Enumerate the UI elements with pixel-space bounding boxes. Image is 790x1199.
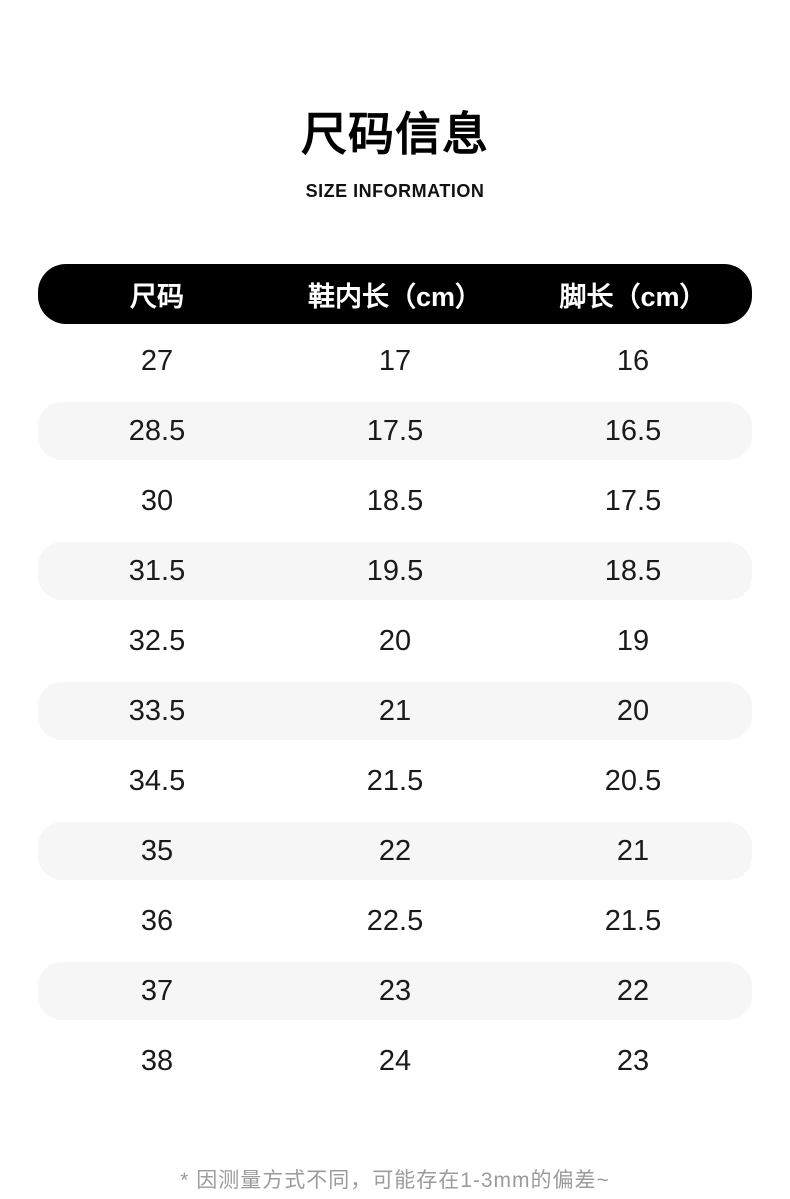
- cell-foot-length: 17.5: [604, 484, 662, 517]
- cell-foot-length: 19: [616, 624, 650, 657]
- table-header-row: 尺码 鞋内长（cm） 脚长（cm）: [38, 264, 752, 325]
- cell-inner-length: 22.5: [366, 904, 424, 937]
- page-title: 尺码信息: [301, 108, 489, 160]
- table-row: 37 23 22: [38, 962, 752, 1021]
- table-row: 36 22.5 21.5: [38, 886, 752, 956]
- cell-foot-length: 16: [616, 344, 650, 377]
- cell-size: 34.5: [128, 764, 186, 797]
- cell-size: 28.5: [128, 414, 186, 447]
- cell-size: 31.5: [128, 554, 186, 587]
- cell-inner-length: 23: [378, 974, 412, 1007]
- cell-inner-length: 21: [378, 694, 412, 727]
- cell-size: 32.5: [128, 624, 186, 657]
- cell-foot-length: 23: [616, 1044, 650, 1077]
- cell-size: 37: [140, 974, 174, 1007]
- table-row: 28.5 17.5 16.5: [38, 402, 752, 461]
- cell-size: 36: [140, 904, 174, 937]
- table-row: 35 22 21: [38, 822, 752, 881]
- cell-foot-length: 20.5: [604, 764, 662, 797]
- cell-foot-length: 21: [616, 834, 650, 867]
- size-table: 尺码 鞋内长（cm） 脚长（cm） 27 17 16 28.5 17.5 16.…: [38, 264, 752, 1096]
- cell-foot-length: 21.5: [604, 904, 662, 937]
- table-row: 34.5 21.5 20.5: [38, 746, 752, 816]
- table-row: 31.5 19.5 18.5: [38, 542, 752, 601]
- cell-inner-length: 19.5: [366, 554, 424, 587]
- table-row: 27 17 16: [38, 326, 752, 396]
- table-row: 33.5 21 20: [38, 682, 752, 741]
- title-block: 尺码信息 SIZE INFORMATION: [0, 0, 790, 202]
- column-header-inner-length: 鞋内长（cm）: [307, 281, 483, 312]
- cell-inner-length: 22: [378, 834, 412, 867]
- cell-inner-length: 20: [378, 624, 412, 657]
- table-row: 30 18.5 17.5: [38, 466, 752, 536]
- cell-foot-length: 20: [616, 694, 650, 727]
- cell-foot-length: 16.5: [604, 414, 662, 447]
- cell-inner-length: 17: [378, 344, 412, 377]
- column-header-foot-length: 脚长（cm）: [559, 281, 707, 312]
- cell-inner-length: 21.5: [366, 764, 424, 797]
- cell-foot-length: 18.5: [604, 554, 662, 587]
- table-row: 32.5 20 19: [38, 606, 752, 676]
- cell-foot-length: 22: [616, 974, 650, 1007]
- cell-size: 27: [140, 344, 174, 377]
- page-subtitle: SIZE INFORMATION: [305, 181, 485, 202]
- cell-size: 33.5: [128, 694, 186, 727]
- cell-inner-length: 18.5: [366, 484, 424, 517]
- table-body: 27 17 16 28.5 17.5 16.5 30 18.5 17.5 31.…: [38, 326, 752, 1096]
- cell-size: 35: [140, 834, 174, 867]
- cell-size: 38: [140, 1044, 174, 1077]
- measurement-disclaimer: * 因测量方式不同，可能存在1-3mm的偏差~: [180, 1169, 610, 1193]
- cell-size: 30: [140, 484, 174, 517]
- cell-inner-length: 24: [378, 1044, 412, 1077]
- column-header-size: 尺码: [130, 281, 184, 312]
- cell-inner-length: 17.5: [366, 414, 424, 447]
- table-row: 38 24 23: [38, 1026, 752, 1096]
